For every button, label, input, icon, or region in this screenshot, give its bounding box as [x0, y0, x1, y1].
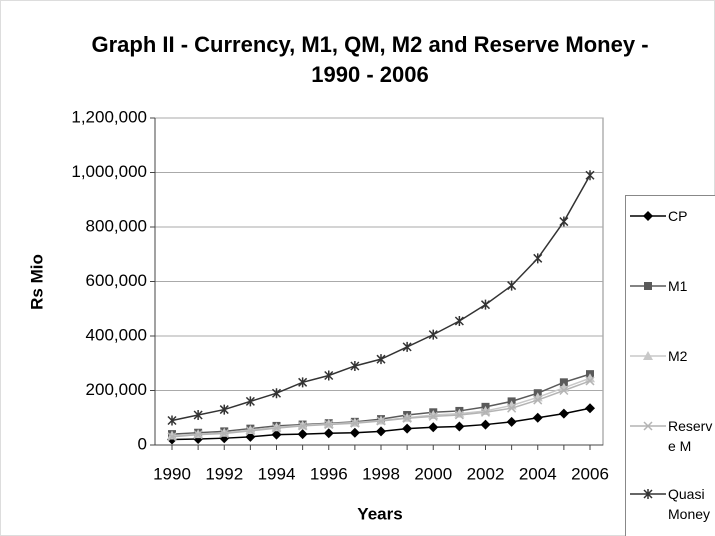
- marker: [350, 360, 360, 371]
- marker: [507, 280, 517, 291]
- marker: [402, 341, 412, 352]
- legend-label: M2: [668, 348, 688, 364]
- marker: [350, 418, 360, 428]
- marker: [643, 421, 653, 431]
- x-tick-label: 1998: [362, 464, 400, 483]
- legend-icon: [630, 489, 666, 499]
- marker: [219, 427, 230, 437]
- marker: [402, 413, 412, 423]
- marker: [585, 403, 595, 414]
- marker: [643, 351, 653, 360]
- x-tick-label: 2002: [467, 464, 505, 483]
- marker: [271, 388, 282, 399]
- legend-entry: CP: [626, 206, 714, 226]
- y-axis-label: Rs Mio: [27, 254, 46, 310]
- y-tick-label: 600,000: [86, 271, 147, 290]
- marker: [532, 412, 543, 423]
- marker: [559, 385, 569, 396]
- marker: [643, 211, 653, 221]
- marker: [349, 427, 360, 438]
- marker: [193, 410, 203, 421]
- marker: [271, 429, 282, 440]
- marker: [219, 404, 229, 415]
- marker: [323, 418, 334, 428]
- legend-icon: [630, 211, 666, 221]
- legend-entry: Reserve M: [626, 416, 714, 456]
- y-tick-label: 200,000: [86, 380, 147, 399]
- marker: [323, 428, 334, 439]
- legend-label: M1: [668, 278, 688, 294]
- marker: [454, 410, 464, 420]
- marker: [402, 423, 413, 434]
- x-tick-label: 1996: [310, 464, 348, 483]
- marker: [324, 370, 334, 381]
- marker: [480, 419, 491, 430]
- marker: [507, 403, 517, 413]
- y-tick-label: 0: [138, 434, 147, 453]
- marker: [376, 426, 386, 437]
- marker: [297, 429, 308, 440]
- x-tick-label: 2006: [571, 464, 609, 483]
- legend-label: Quasi Money: [668, 486, 711, 522]
- marker: [643, 489, 653, 499]
- marker: [533, 253, 543, 264]
- legend-label: CP: [668, 208, 688, 224]
- x-tick-label: 2004: [519, 464, 557, 483]
- marker: [454, 316, 464, 327]
- legend: CP M1 M2 Reserve M Quasi Money: [625, 195, 715, 536]
- marker: [480, 407, 491, 417]
- legend-entry: M2: [626, 346, 714, 366]
- marker: [428, 422, 439, 433]
- marker: [219, 429, 229, 439]
- marker: [585, 170, 595, 181]
- marker: [428, 411, 438, 421]
- marker: [559, 378, 568, 387]
- marker: [271, 423, 282, 433]
- marker: [245, 426, 255, 436]
- marker: [376, 416, 386, 426]
- marker: [167, 432, 177, 442]
- x-tick-label: 1992: [205, 464, 243, 483]
- y-tick-label: 800,000: [86, 216, 147, 235]
- legend-icon: [630, 421, 666, 431]
- y-tick-label: 1,200,000: [71, 107, 147, 126]
- x-tick-label: 2000: [414, 464, 452, 483]
- marker: [298, 421, 308, 431]
- marker: [454, 421, 465, 432]
- y-tick-label: 1,000,000: [71, 162, 147, 181]
- legend-label: Reserve M: [668, 418, 713, 454]
- marker: [533, 395, 543, 405]
- y-tick-label: 400,000: [86, 325, 147, 344]
- marker: [428, 329, 438, 340]
- marker: [480, 299, 491, 310]
- marker: [644, 282, 652, 290]
- x-tick-label: 1994: [258, 464, 296, 483]
- chart-title: Graph II - Currency, M1, QM, M2 and Rese…: [91, 32, 649, 87]
- marker: [167, 415, 177, 426]
- marker: [324, 420, 334, 430]
- marker: [585, 373, 595, 383]
- marker: [506, 416, 517, 427]
- marker: [558, 408, 569, 419]
- legend-icon: [630, 351, 666, 360]
- marker: [245, 396, 255, 407]
- x-axis-label: Years: [357, 504, 402, 523]
- legend-entry: Quasi Money: [626, 484, 714, 524]
- x-tick-label: 1990: [153, 464, 191, 483]
- marker: [193, 430, 203, 440]
- marker: [376, 354, 386, 365]
- legend-icon: [630, 282, 666, 290]
- marker: [298, 377, 308, 388]
- marker: [585, 376, 595, 386]
- marker: [559, 216, 569, 227]
- legend-entry: M1: [626, 276, 714, 296]
